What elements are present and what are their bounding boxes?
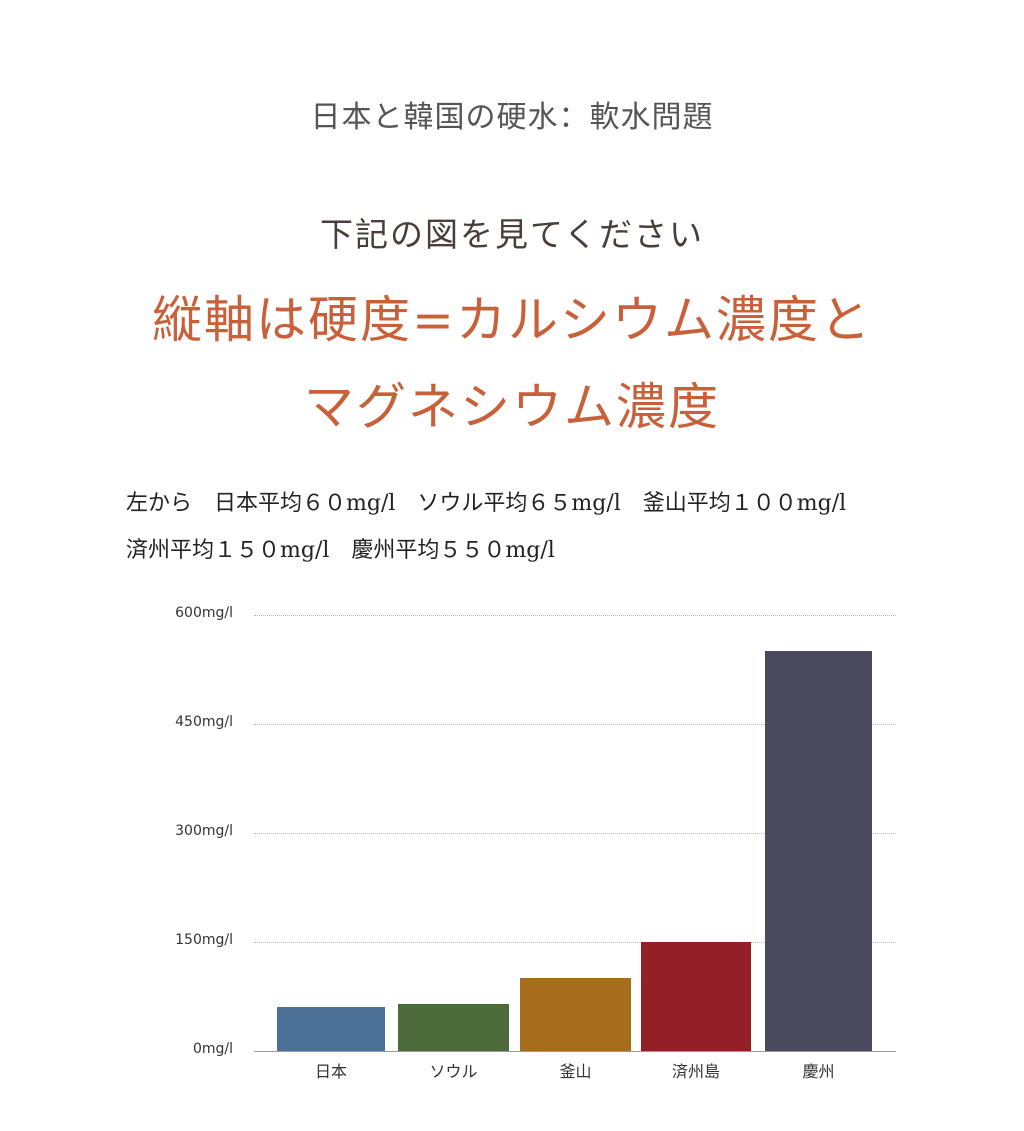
description-line-2: 済州平均１５０mg/l 慶州平均５５０mg/l (126, 538, 555, 563)
grid-line (254, 615, 896, 616)
bar (520, 978, 631, 1051)
bar (398, 1003, 509, 1051)
bar (765, 651, 872, 1051)
x-axis-line (254, 1051, 896, 1052)
description-line-1: 左から 日本平均６０mg/l ソウル平均６５mg/l 釜山平均１００mg/l (126, 491, 847, 516)
y-tick-label: 150mg/l (175, 932, 233, 948)
grid-line (254, 942, 896, 943)
headline-line-1: 縦軸は硬度=カルシウム濃度と (152, 291, 872, 349)
x-category-label: 慶州 (802, 1062, 835, 1081)
x-category-label: 済州島 (671, 1062, 720, 1081)
headline-line-2: マグネシウム濃度 (304, 378, 720, 436)
bar (277, 1007, 385, 1051)
page-subtitle: 日本と韓国の硬水：軟水問題 (310, 100, 714, 135)
x-category-label: 日本 (314, 1062, 347, 1081)
y-tick-label: 0mg/l (192, 1041, 233, 1057)
x-category-label: ソウル (429, 1062, 478, 1081)
y-tick-label: 450mg/l (175, 714, 233, 730)
lead-text: 下記の図を見てください (319, 215, 704, 254)
bar (641, 942, 751, 1051)
y-tick-label: 300mg/l (175, 823, 233, 839)
grid-line (254, 724, 896, 725)
y-tick-label: 600mg/l (175, 605, 233, 621)
x-category-label: 釜山 (559, 1062, 592, 1081)
grid-line (254, 833, 896, 834)
